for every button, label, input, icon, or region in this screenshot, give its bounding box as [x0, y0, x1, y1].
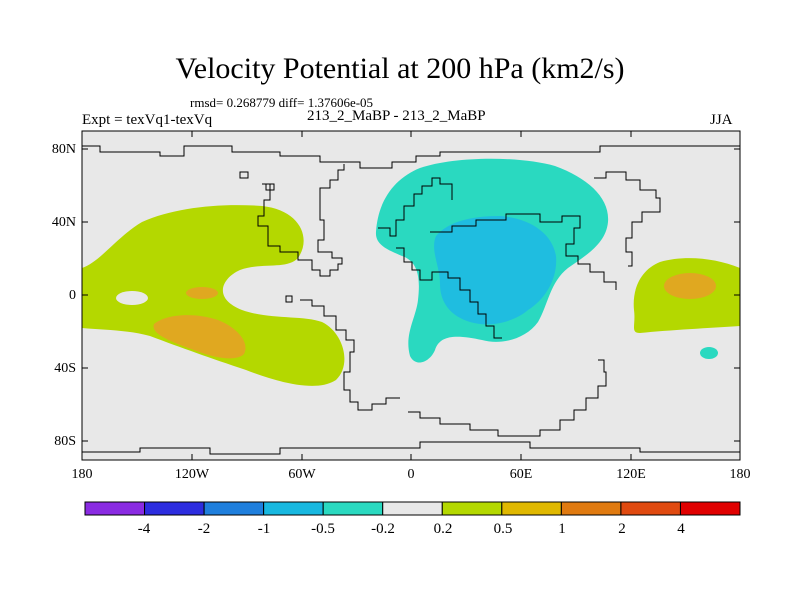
coast-south-america	[300, 299, 400, 411]
lat-label-eq: 0	[69, 288, 76, 303]
lat-label-40n: 40N	[51, 215, 76, 230]
lon-label-60w: 60W	[288, 467, 316, 482]
coast-east-asia	[594, 171, 661, 267]
contour-fields	[82, 158, 740, 386]
coast-indonesia-australia	[408, 359, 607, 437]
experiment-label: Expt = texVq1-texVq	[82, 112, 213, 128]
colorbar-label-5: -0.2	[371, 521, 395, 537]
colorbar-label-3: -1	[257, 521, 271, 537]
positive-core-west-pacific	[664, 273, 716, 299]
figure-title: Velocity Potential at 200 hPa (km2/s)	[175, 52, 625, 85]
colorbar-box-1	[84, 501, 146, 516]
colorbar-box-11	[679, 501, 741, 516]
colorbar-box-10	[620, 501, 681, 516]
colorbar-label-10: 4	[677, 521, 685, 537]
neutral-hole-pacific	[116, 291, 148, 305]
colorbar-box-6	[382, 501, 443, 516]
coast-africa	[396, 247, 502, 339]
positive-core-1	[186, 287, 218, 299]
colorbar-label-8: 1	[558, 521, 566, 537]
case-label: 213_2_MaBP - 213_2_MaBP	[307, 108, 486, 124]
axis-ticks	[82, 131, 740, 460]
colorbar-box-3	[203, 501, 265, 516]
negative-blob-south	[700, 347, 718, 359]
lon-label-180e: 180	[729, 467, 751, 482]
coastlines	[82, 145, 740, 455]
season-label: JJA	[710, 112, 733, 128]
lat-label-80s: 80S	[54, 434, 76, 449]
colorbar-box-9	[560, 501, 622, 516]
negative-region-core	[434, 216, 557, 325]
colorbar-box-5	[322, 501, 384, 516]
lon-label-120w: 120W	[174, 467, 210, 482]
colorbar-label-6: 0.2	[433, 521, 453, 537]
colorbar-box-8	[501, 501, 562, 516]
colorbar-label-4: -0.5	[311, 521, 335, 537]
colorbar-label-7: 0.5	[493, 521, 513, 537]
coast-antarctica	[82, 441, 740, 455]
colorbar-box-2	[144, 501, 205, 516]
coast-europe	[378, 177, 453, 237]
lat-label-40s: 40S	[54, 361, 76, 376]
lat-label-80n: 80N	[51, 142, 76, 157]
colorbar-box-4	[263, 501, 324, 516]
lon-label-0: 0	[407, 467, 415, 482]
lon-label-60e: 60E	[509, 467, 533, 482]
stats-text: rmsd= 0.268779 diff= 1.37606e-05	[190, 95, 374, 110]
lon-label-120e: 120E	[616, 467, 646, 482]
colorbar-label-9: 2	[618, 521, 626, 537]
positive-core-2	[153, 315, 246, 359]
colorbar-label-1: -4	[137, 521, 151, 537]
coast-greenland-arctic	[82, 145, 740, 169]
coast-caribbean-islands	[239, 171, 293, 303]
colorbar	[84, 501, 741, 516]
coast-north-america	[257, 164, 345, 277]
coast-asia	[430, 213, 617, 290]
lon-label-180w: 180	[71, 467, 93, 482]
colorbar-label-2: -2	[197, 521, 211, 537]
colorbar-box-7	[441, 501, 503, 516]
